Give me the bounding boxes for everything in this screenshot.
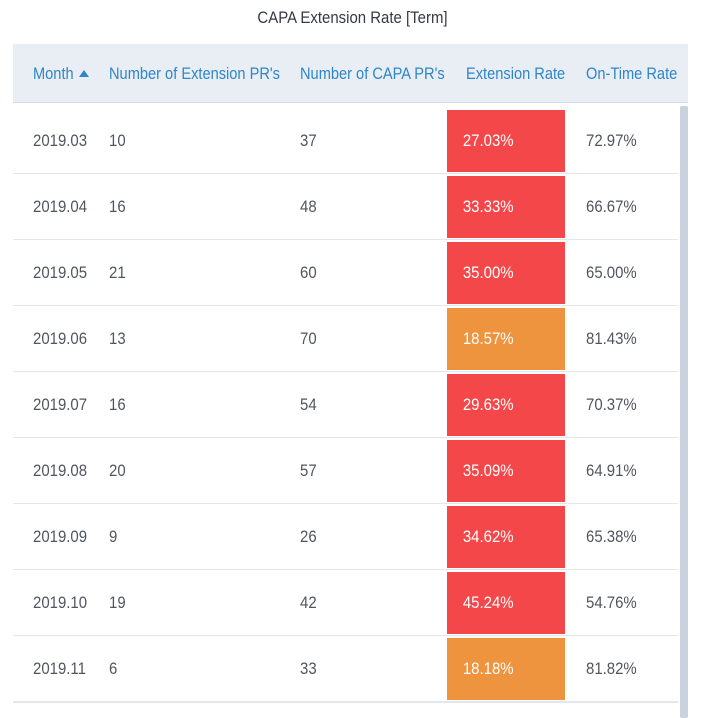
table-row[interactable]: 2019.06 13 70 18.57% 81.43% — [13, 306, 678, 372]
column-header-month[interactable]: Month — [33, 44, 89, 102]
extension-prs-cell: 16 — [109, 197, 126, 216]
column-header-on-time-rate[interactable]: On-Time Rate — [586, 64, 678, 83]
extension-rate-cell: 35.00% — [447, 242, 565, 304]
capa-prs-cell: 70 — [300, 329, 317, 348]
extension-rate-cell: 29.63% — [447, 374, 565, 436]
extension-prs-cell: 6 — [109, 659, 118, 678]
table-bottom-divider — [13, 702, 678, 703]
vertical-scrollbar[interactable] — [680, 106, 688, 718]
column-header-extension-prs[interactable]: Number of Extension PR's — [109, 64, 281, 83]
on-time-rate-cell: 81.82% — [586, 659, 637, 678]
extension-prs-cell: 9 — [109, 527, 118, 546]
on-time-rate-cell: 65.38% — [586, 527, 637, 546]
month-cell: 2019.07 — [33, 395, 88, 414]
extension-rate-cell: 33.33% — [447, 176, 565, 238]
month-cell: 2019.06 — [33, 329, 88, 348]
table-row[interactable]: 2019.05 21 60 35.00% 65.00% — [13, 240, 678, 306]
extension-prs-cell: 20 — [109, 461, 126, 480]
on-time-rate-cell: 70.37% — [586, 395, 637, 414]
table-row[interactable]: 2019.03 10 37 27.03% 72.97% — [13, 108, 678, 174]
extension-prs-cell: 19 — [109, 593, 126, 612]
extension-rate-cell: 27.03% — [447, 110, 565, 172]
capa-prs-cell: 33 — [300, 659, 317, 678]
table-row[interactable]: 2019.11 6 33 18.18% 81.82% — [13, 636, 678, 702]
extension-rate-cell: 35.09% — [447, 440, 565, 502]
table-row[interactable]: 2019.09 9 26 34.62% 65.38% — [13, 504, 678, 570]
extension-rate-cell: 45.24% — [447, 572, 565, 634]
table-row[interactable]: 2019.04 16 48 33.33% 66.67% — [13, 174, 678, 240]
extension-prs-cell: 10 — [109, 131, 126, 150]
on-time-rate-cell: 54.76% — [586, 593, 637, 612]
month-cell: 2019.08 — [33, 461, 88, 480]
on-time-rate-cell: 66.67% — [586, 197, 637, 216]
capa-prs-cell: 54 — [300, 395, 317, 414]
capa-prs-cell: 60 — [300, 263, 317, 282]
on-time-rate-cell: 72.97% — [586, 131, 637, 150]
month-cell: 2019.03 — [33, 131, 88, 150]
table-row[interactable]: 2019.10 19 42 45.24% 54.76% — [13, 570, 678, 636]
table-row[interactable]: 2019.07 16 54 29.63% 70.37% — [13, 372, 678, 438]
extension-rate-cell: 18.57% — [447, 308, 565, 370]
capa-prs-cell: 26 — [300, 527, 317, 546]
table-row[interactable]: 2019.08 20 57 35.09% 64.91% — [13, 438, 678, 504]
on-time-rate-cell: 64.91% — [586, 461, 637, 480]
month-cell: 2019.04 — [33, 197, 88, 216]
extension-rate-cell: 18.18% — [447, 638, 565, 700]
month-cell: 2019.10 — [33, 593, 88, 612]
capa-prs-cell: 42 — [300, 593, 317, 612]
month-cell: 2019.11 — [33, 659, 86, 678]
on-time-rate-cell: 81.43% — [586, 329, 637, 348]
extension-prs-cell: 16 — [109, 395, 126, 414]
sort-ascending-icon — [78, 70, 89, 77]
month-cell: 2019.05 — [33, 263, 88, 282]
column-header-capa-prs[interactable]: Number of CAPA PR's — [300, 64, 445, 83]
month-cell: 2019.09 — [33, 527, 88, 546]
table-header: Month Number of Extension PR's Number of… — [13, 44, 688, 103]
capa-prs-cell: 57 — [300, 461, 317, 480]
extension-rate-cell: 34.62% — [447, 506, 565, 568]
capa-prs-cell: 37 — [300, 131, 317, 150]
table-title: CAPA Extension Rate [Term] — [257, 8, 448, 27]
column-header-extension-rate[interactable]: Extension Rate — [466, 64, 566, 83]
on-time-rate-cell: 65.00% — [586, 263, 637, 282]
extension-prs-cell: 21 — [109, 263, 126, 282]
data-table: Month Number of Extension PR's Number of… — [13, 44, 688, 718]
capa-prs-cell: 48 — [300, 197, 317, 216]
extension-prs-cell: 13 — [109, 329, 126, 348]
